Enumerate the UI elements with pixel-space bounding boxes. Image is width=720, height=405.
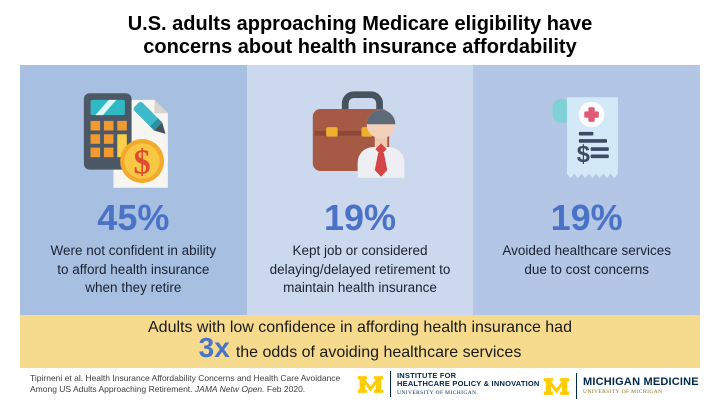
page-title-line2: concerns about health insurance affordab… — [143, 36, 577, 58]
icon-box: $ — [81, 83, 186, 197]
block-m-icon — [357, 375, 384, 393]
odds-multiplier: 3x — [198, 332, 230, 363]
stat-description: Avoided healthcare services due to cost … — [502, 242, 671, 279]
footer: Tipirneni et al. Health Insurance Afford… — [0, 368, 720, 405]
stat-value: 19% — [550, 197, 623, 238]
stat-card-delayed-retirement: 19% Kept job or considered delaying/dela… — [246, 65, 474, 315]
calculator-document-dollar-icon: $ — [83, 93, 168, 188]
banner-line2-text: the odds of avoiding healthcare services — [235, 344, 522, 361]
stat-description-line: maintain health insurance — [283, 280, 437, 295]
page-title: U.S. adults approaching Medicare eligibi… — [0, 13, 720, 59]
block-m-icon — [543, 377, 570, 395]
stat-value: 45% — [97, 197, 170, 238]
stat-card-afford-confidence: $ 45% Were not confident in ability to a… — [20, 65, 247, 315]
icon-box: $ — [537, 83, 637, 197]
briefcase-worker-icon — [312, 90, 404, 178]
stat-description-line: when they retire — [85, 280, 182, 295]
svg-text:$: $ — [133, 143, 150, 181]
stat-description: Kept job or considered delaying/delayed … — [270, 242, 451, 298]
stat-description-line: delaying/delayed retirement to — [269, 261, 451, 277]
citation: Tipirneni et al. Health Insurance Afford… — [30, 373, 360, 395]
journal-name: JAMA Netw Open. — [194, 384, 265, 394]
citation-line1: Tipirneni et al. Health Insurance Afford… — [30, 373, 341, 383]
ihpi-logo-text: INSTITUTE FOR HEALTHCARE POLICY & INNOVA… — [397, 370, 540, 397]
banner-line1: Adults with low confidence in affording … — [148, 319, 572, 336]
icon-box — [308, 83, 413, 197]
medical-bill-icon: $ — [552, 97, 618, 179]
mm-logo-text: MICHIGAN MEDICINE UNIVERSITY OF MICHIGAN — [583, 376, 699, 396]
banner-line2: 3x the odds of avoiding healthcare servi… — [198, 332, 522, 364]
stat-description-line: Avoided healthcare services — [502, 243, 671, 258]
mm-university-line: UNIVERSITY OF MICHIGAN — [583, 389, 663, 395]
stat-description-line: to afford health insurance — [57, 261, 210, 277]
ihpi-line2: HEALTHCARE POLICY & INNOVATION — [397, 379, 540, 388]
svg-text:$: $ — [576, 142, 589, 168]
stats-panel: $ 45% Were not confident in ability to a… — [20, 65, 701, 315]
ihpi-university-line: UNIVERSITY OF MICHIGAN — [397, 389, 477, 396]
stat-card-avoided-care: $ 19% Avoided healthcare services due to… — [473, 65, 701, 315]
ihpi-logo: INSTITUTE FOR HEALTHCARE POLICY & INNOVA… — [357, 371, 540, 397]
page-title-line1: U.S. adults approaching Medicare eligibi… — [127, 13, 593, 35]
mm-line1: MICHIGAN MEDICINE — [583, 376, 699, 388]
citation-line2: Among US Adults Approaching Retirement. … — [30, 384, 306, 394]
logo-divider — [576, 373, 577, 399]
ihpi-line1: INSTITUTE FOR — [397, 370, 457, 380]
key-finding-banner: Adults with low confidence in affording … — [20, 315, 700, 368]
michigan-medicine-logo: MICHIGAN MEDICINE UNIVERSITY OF MICHIGAN — [543, 373, 699, 399]
stat-description-line: Were not confident in ability — [50, 243, 217, 258]
logo-divider — [390, 371, 391, 397]
stat-value: 19% — [323, 197, 397, 238]
stat-description-line: due to cost concerns — [524, 261, 649, 277]
stat-description: Were not confident in ability to afford … — [51, 242, 217, 298]
stat-description-line: Kept job or considered — [292, 243, 428, 258]
